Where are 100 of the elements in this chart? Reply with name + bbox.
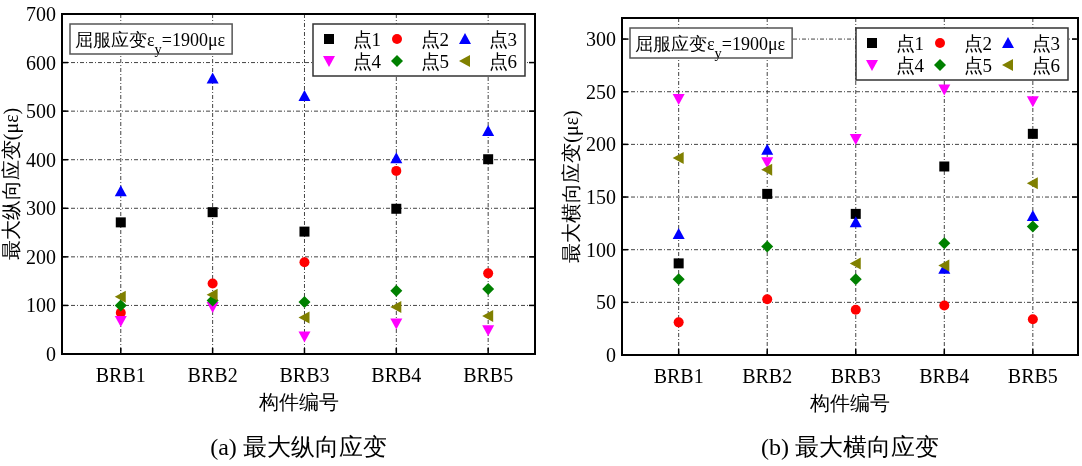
point: [390, 300, 402, 313]
point: [849, 257, 861, 270]
x-tick-label: BRB2: [187, 364, 238, 386]
point: [114, 299, 127, 312]
point: [298, 311, 310, 324]
x-tick-label: BRB3: [830, 365, 881, 387]
point: [672, 273, 685, 286]
point: [761, 163, 773, 176]
point: [483, 268, 494, 279]
point: [1026, 220, 1039, 233]
point: [114, 185, 127, 197]
point: [672, 94, 685, 106]
point: [672, 152, 684, 165]
y-tick-label: 100: [26, 294, 56, 317]
point: [482, 125, 495, 137]
point: [207, 207, 218, 218]
y-tick-label: 0: [606, 344, 616, 366]
annotation: 屈服应变ε$_{y}$=1900με: [629, 27, 793, 61]
text: (b) 最大横向应变: [761, 434, 939, 460]
x-tick-label: BRB4: [371, 364, 422, 386]
legend-label: 点4: [352, 51, 382, 72]
point: [761, 240, 774, 253]
point: [938, 84, 951, 96]
point: [114, 290, 126, 303]
x-axis-title: 构件编号: [809, 392, 890, 414]
x-tick-label: BRB3: [279, 364, 330, 386]
annotation: 屈服应变ε$_{y}$=1900με: [75, 30, 226, 57]
point: [849, 273, 862, 286]
x-tick-label: BRB2: [742, 365, 793, 387]
y-tick-label: 0: [46, 343, 56, 365]
point: [299, 226, 310, 237]
point: [298, 296, 311, 309]
legend-label: 点1: [895, 33, 924, 54]
y-tick-label: 250: [586, 80, 616, 103]
point: [391, 203, 402, 214]
legend-label: 点5: [420, 51, 449, 72]
y-tick-label: 600: [26, 51, 56, 74]
x-tick-label: BRB1: [95, 364, 146, 386]
point: [482, 282, 495, 295]
x-tick-label: BRB1: [653, 365, 704, 387]
point: [939, 300, 950, 311]
point: [206, 288, 218, 301]
y-tick-label: 150: [586, 186, 616, 209]
x-tick-label: BRB4: [919, 365, 970, 387]
point: [207, 278, 218, 289]
x-tick-label: BRB5: [463, 364, 514, 386]
legend-label: 点3: [1031, 33, 1060, 54]
point: [850, 304, 861, 315]
legend-label: 点6: [488, 51, 517, 72]
point: [390, 152, 403, 164]
point: [673, 258, 684, 269]
point: [298, 331, 311, 343]
annotation: 屈服应变ε$_{y}$=1900με: [69, 23, 233, 57]
legend-label: 点2: [420, 29, 449, 50]
legend-label: 点5: [963, 55, 992, 76]
y-tick-label: 700: [26, 3, 56, 25]
legend-label: 点6: [1031, 55, 1060, 76]
y-tick-label: 400: [26, 148, 56, 171]
point: [390, 318, 403, 330]
point: [483, 154, 494, 165]
point: [298, 90, 311, 102]
point: [482, 325, 495, 337]
point: [206, 72, 219, 84]
point: [938, 237, 951, 250]
point: [114, 315, 127, 327]
point: [761, 143, 774, 155]
text: (a) 最大纵向应变: [210, 434, 387, 460]
legend-label: 点2: [963, 33, 992, 54]
point: [762, 294, 773, 305]
point: [299, 257, 310, 268]
annotation: 屈服应变ε$_{y}$=1900με: [635, 34, 786, 61]
y-tick-label: 200: [586, 133, 616, 156]
point: [1026, 209, 1039, 221]
legend-label: 点4: [895, 55, 925, 76]
point: [482, 310, 494, 323]
y-tick-label: 200: [26, 245, 56, 268]
x-axis-title: 构件编号: [257, 391, 339, 413]
y-tick-label: 500: [26, 100, 56, 123]
point: [115, 217, 126, 228]
point: [762, 188, 773, 199]
y-tick-label: 100: [586, 238, 616, 261]
point: [390, 284, 403, 297]
y-axis-title: 最大横向应变(με): [560, 110, 583, 263]
legend-label: 点1: [352, 29, 381, 50]
point: [850, 208, 861, 219]
point: [1026, 177, 1038, 190]
y-axis-title: 最大纵向应变(με): [0, 107, 23, 261]
y-tick-label: 300: [586, 28, 616, 51]
point: [1027, 314, 1038, 325]
point: [1026, 96, 1039, 108]
y-tick-label: 300: [26, 197, 56, 220]
point: [1027, 128, 1038, 139]
legend-label: 点3: [488, 29, 517, 50]
y-tick-label: 50: [596, 291, 616, 314]
point: [391, 165, 402, 176]
point: [673, 317, 684, 328]
point: [672, 227, 685, 239]
x-tick-label: BRB5: [1007, 365, 1058, 387]
point: [849, 216, 862, 228]
point: [849, 134, 862, 146]
